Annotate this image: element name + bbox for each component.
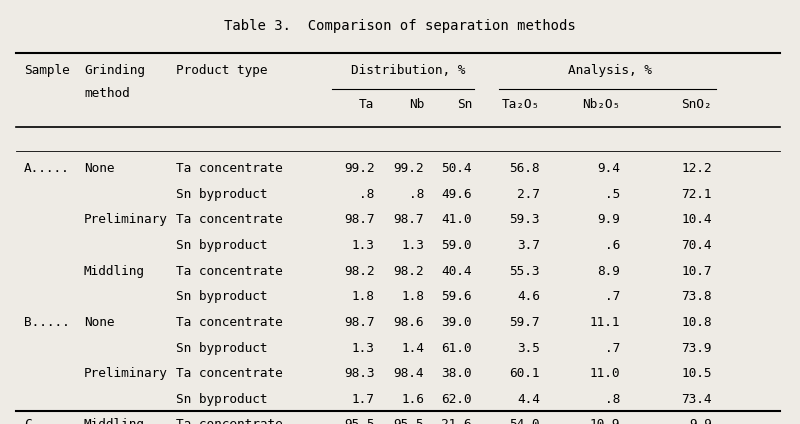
Text: 38.0: 38.0 [442, 367, 472, 380]
Text: Ta concentrate: Ta concentrate [176, 162, 282, 175]
Text: Nb₂O₅: Nb₂O₅ [582, 98, 620, 112]
Text: A.....: A..... [24, 162, 70, 175]
Text: C.....: C..... [24, 418, 70, 424]
Text: 10.7: 10.7 [682, 265, 712, 278]
Text: .7: .7 [605, 342, 620, 354]
Text: 56.8: 56.8 [510, 162, 540, 175]
Text: 98.7: 98.7 [344, 316, 374, 329]
Text: .7: .7 [605, 290, 620, 303]
Text: 11.1: 11.1 [590, 316, 620, 329]
Text: 10.8: 10.8 [682, 316, 712, 329]
Text: 11.0: 11.0 [590, 367, 620, 380]
Text: 60.1: 60.1 [510, 367, 540, 380]
Text: 9.4: 9.4 [597, 162, 620, 175]
Text: Sn byproduct: Sn byproduct [176, 342, 267, 354]
Text: 95.5: 95.5 [394, 418, 424, 424]
Text: 98.3: 98.3 [344, 367, 374, 380]
Text: Sn byproduct: Sn byproduct [176, 393, 267, 406]
Text: Ta: Ta [359, 98, 374, 112]
Text: 98.6: 98.6 [394, 316, 424, 329]
Text: Grinding: Grinding [84, 64, 145, 77]
Text: None: None [84, 162, 114, 175]
Text: 41.0: 41.0 [442, 213, 472, 226]
Text: Sn byproduct: Sn byproduct [176, 239, 267, 252]
Text: 61.0: 61.0 [442, 342, 472, 354]
Text: Preliminary: Preliminary [84, 213, 168, 226]
Text: 12.2: 12.2 [682, 162, 712, 175]
Text: 98.7: 98.7 [344, 213, 374, 226]
Text: .8: .8 [409, 187, 424, 201]
Text: 1.8: 1.8 [401, 290, 424, 303]
Text: Ta concentrate: Ta concentrate [176, 418, 282, 424]
Text: SnO₂: SnO₂ [682, 98, 712, 112]
Text: None: None [84, 316, 114, 329]
Text: 98.7: 98.7 [394, 213, 424, 226]
Text: 49.6: 49.6 [442, 187, 472, 201]
Text: 73.8: 73.8 [682, 290, 712, 303]
Text: Ta concentrate: Ta concentrate [176, 316, 282, 329]
Text: 98.2: 98.2 [394, 265, 424, 278]
Text: method: method [84, 87, 130, 100]
Text: 95.5: 95.5 [344, 418, 374, 424]
Text: Ta concentrate: Ta concentrate [176, 213, 282, 226]
Text: Distribution, %: Distribution, % [351, 64, 465, 77]
Text: 4.4: 4.4 [517, 393, 540, 406]
Text: Sn byproduct: Sn byproduct [176, 290, 267, 303]
Text: 59.6: 59.6 [442, 290, 472, 303]
Text: 10.9: 10.9 [590, 418, 620, 424]
Text: 59.7: 59.7 [510, 316, 540, 329]
Text: 21.6: 21.6 [442, 418, 472, 424]
Text: Nb: Nb [409, 98, 424, 112]
Text: 10.4: 10.4 [682, 213, 712, 226]
Text: 1.7: 1.7 [351, 393, 374, 406]
Text: Ta₂O₅: Ta₂O₅ [502, 98, 540, 112]
Text: 3.5: 3.5 [517, 342, 540, 354]
Text: 55.3: 55.3 [510, 265, 540, 278]
Text: Middling: Middling [84, 418, 145, 424]
Text: 54.0: 54.0 [510, 418, 540, 424]
Text: 59.0: 59.0 [442, 239, 472, 252]
Text: 99.2: 99.2 [394, 162, 424, 175]
Text: 50.4: 50.4 [442, 162, 472, 175]
Text: Analysis, %: Analysis, % [568, 64, 651, 77]
Text: 1.8: 1.8 [351, 290, 374, 303]
Text: Sn: Sn [457, 98, 472, 112]
Text: 72.1: 72.1 [682, 187, 712, 201]
Text: 39.0: 39.0 [442, 316, 472, 329]
Text: 73.4: 73.4 [682, 393, 712, 406]
Text: 8.9: 8.9 [597, 265, 620, 278]
Text: 1.4: 1.4 [401, 342, 424, 354]
Text: 3.7: 3.7 [517, 239, 540, 252]
Text: .5: .5 [605, 187, 620, 201]
Text: 4.6: 4.6 [517, 290, 540, 303]
Text: 62.0: 62.0 [442, 393, 472, 406]
Text: 98.4: 98.4 [394, 367, 424, 380]
Text: Product type: Product type [176, 64, 267, 77]
Text: 70.4: 70.4 [682, 239, 712, 252]
Text: Ta concentrate: Ta concentrate [176, 367, 282, 380]
Text: Preliminary: Preliminary [84, 367, 168, 380]
Text: Sn byproduct: Sn byproduct [176, 187, 267, 201]
Text: 40.4: 40.4 [442, 265, 472, 278]
Text: 73.9: 73.9 [682, 342, 712, 354]
Text: 59.3: 59.3 [510, 213, 540, 226]
Text: 9.9: 9.9 [689, 418, 712, 424]
Text: 98.2: 98.2 [344, 265, 374, 278]
Text: Sample: Sample [24, 64, 70, 77]
Text: 1.6: 1.6 [401, 393, 424, 406]
Text: .6: .6 [605, 239, 620, 252]
Text: .8: .8 [605, 393, 620, 406]
Text: 2.7: 2.7 [517, 187, 540, 201]
Text: 99.2: 99.2 [344, 162, 374, 175]
Text: Middling: Middling [84, 265, 145, 278]
Text: Ta concentrate: Ta concentrate [176, 265, 282, 278]
Text: 1.3: 1.3 [401, 239, 424, 252]
Text: B.....: B..... [24, 316, 70, 329]
Text: Table 3.  Comparison of separation methods: Table 3. Comparison of separation method… [224, 19, 576, 33]
Text: .8: .8 [359, 187, 374, 201]
Text: 10.5: 10.5 [682, 367, 712, 380]
Text: 1.3: 1.3 [351, 342, 374, 354]
Text: 1.3: 1.3 [351, 239, 374, 252]
Text: 9.9: 9.9 [597, 213, 620, 226]
